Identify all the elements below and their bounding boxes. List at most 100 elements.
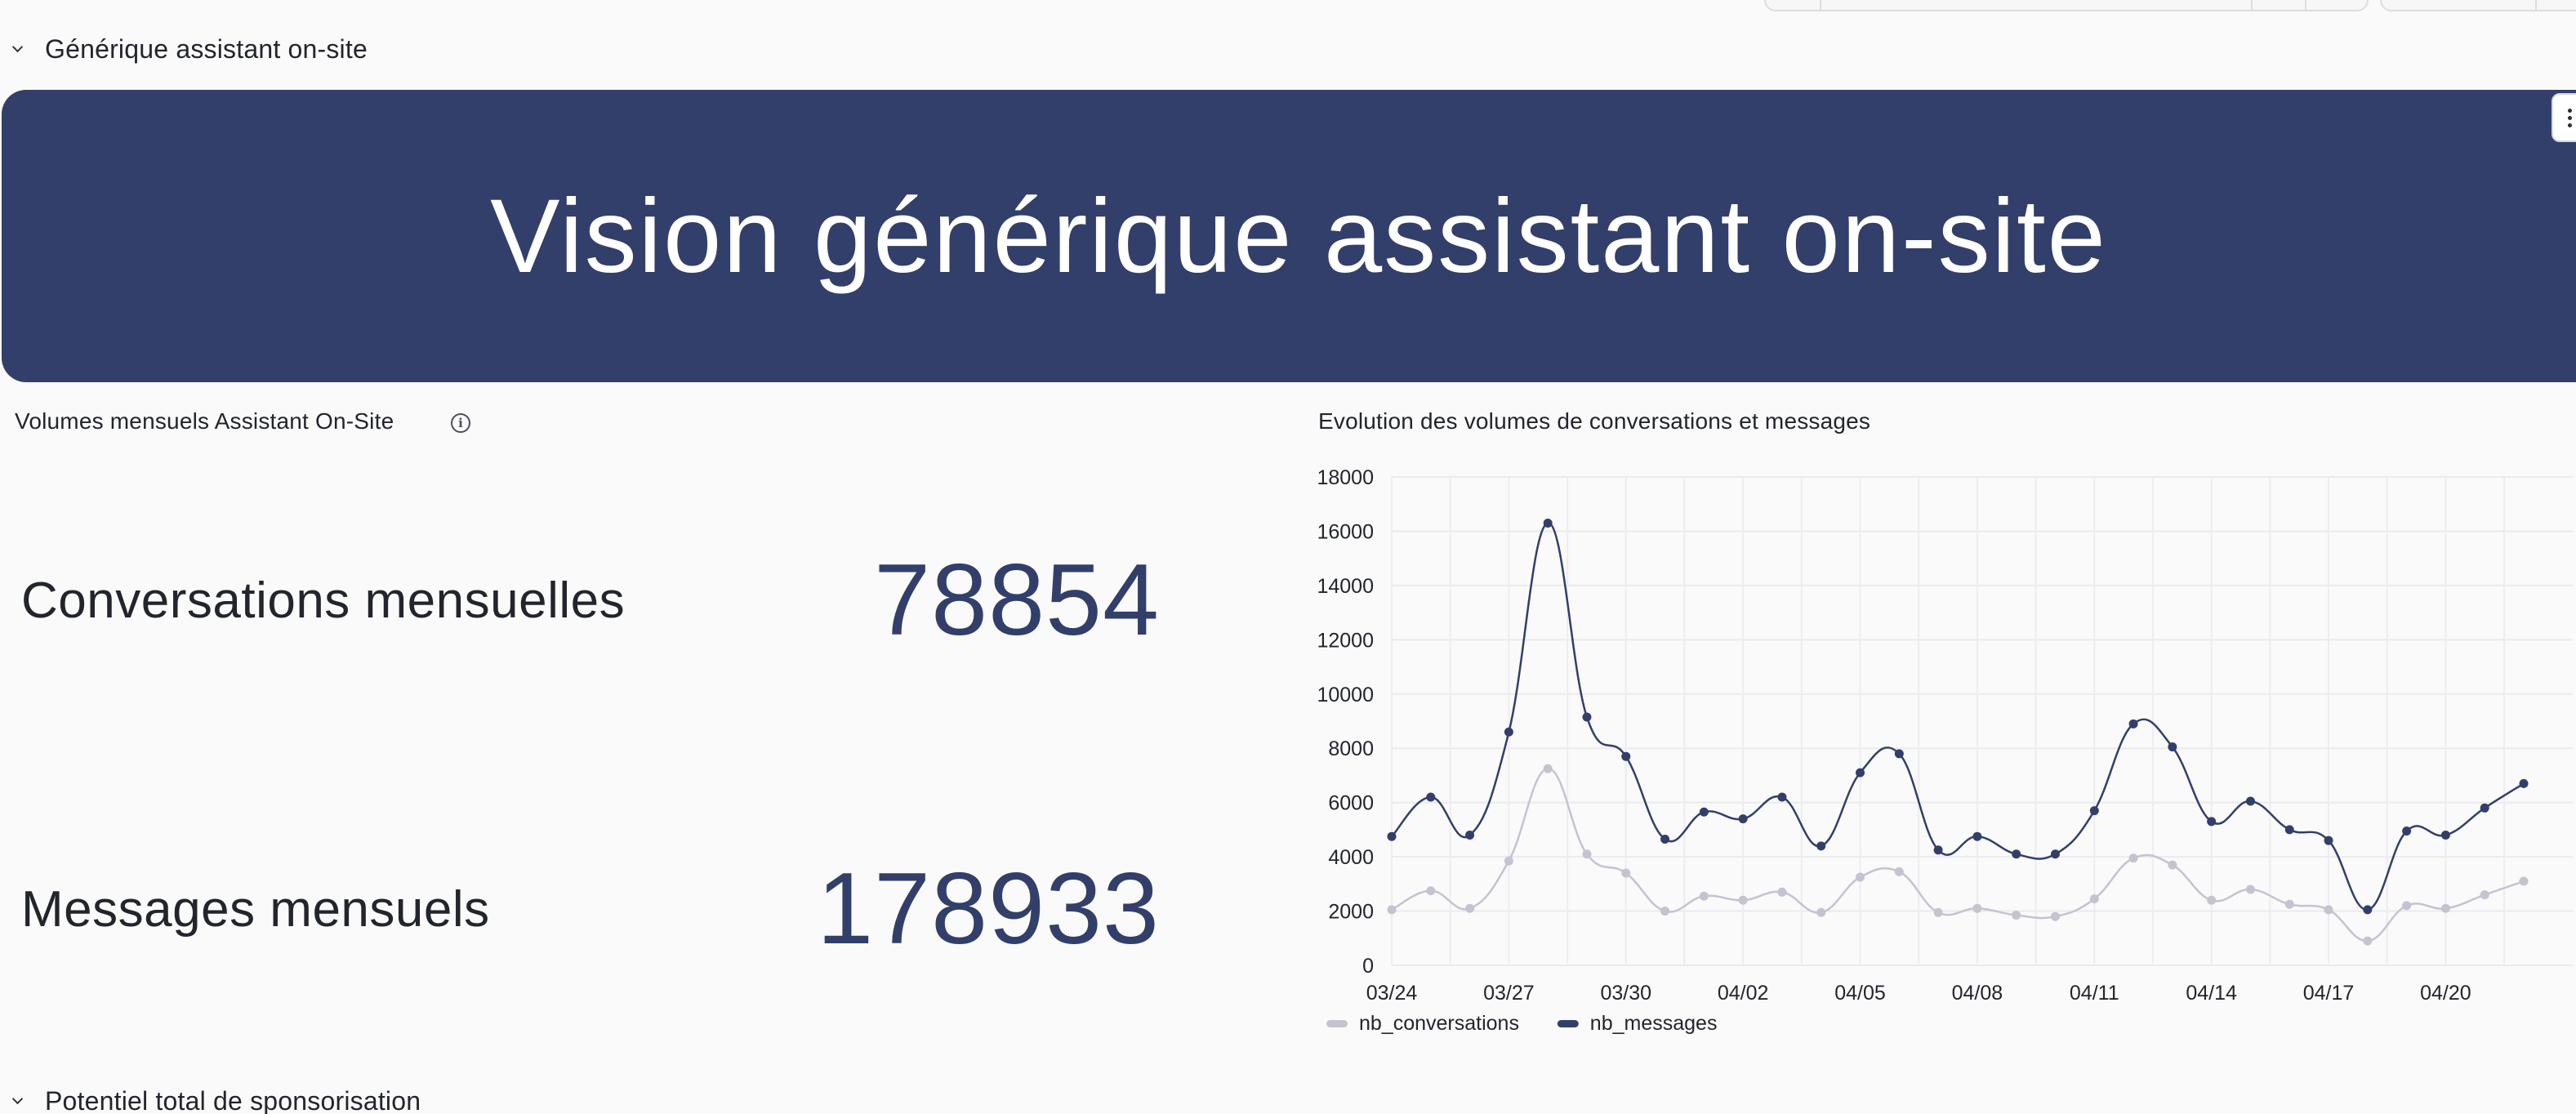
- section-header-generique[interactable]: Générique assistant on-site: [11, 29, 368, 69]
- data-point-nb_conversations[interactable]: [2284, 899, 2294, 909]
- data-point-nb_messages[interactable]: [1660, 835, 1670, 844]
- data-point-nb_messages[interactable]: [1933, 845, 1943, 855]
- y-tick-label: 14000: [1317, 575, 1374, 598]
- data-point-nb_conversations[interactable]: [1894, 867, 1904, 876]
- data-point-nb_conversations[interactable]: [1856, 872, 1865, 882]
- data-point-nb_conversations[interactable]: [1660, 907, 1670, 916]
- series-line-nb_conversations: [1391, 767, 2525, 942]
- data-point-nb_messages[interactable]: [1582, 712, 1592, 722]
- data-point-nb_conversations[interactable]: [2050, 911, 2060, 921]
- data-point-nb_conversations[interactable]: [1933, 907, 1943, 917]
- data-point-nb_conversations[interactable]: [2128, 853, 2138, 863]
- legend-label[interactable]: nb_messages: [1590, 1012, 1718, 1035]
- data-point-nb_messages[interactable]: [2245, 796, 2255, 806]
- top-toolbar-control[interactable]: [1764, 0, 2369, 11]
- top-toolbar-control-2[interactable]: [2380, 0, 2576, 11]
- data-point-nb_conversations[interactable]: [2089, 894, 2099, 904]
- x-tick-label: 04/02: [1718, 982, 1769, 1005]
- data-point-nb_conversations[interactable]: [1777, 887, 1787, 897]
- data-point-nb_messages[interactable]: [2363, 905, 2373, 915]
- data-point-nb_conversations[interactable]: [2012, 911, 2021, 920]
- data-point-nb_messages[interactable]: [1699, 807, 1709, 817]
- y-tick-label: 6000: [1328, 792, 1374, 815]
- data-point-nb_messages[interactable]: [1504, 727, 1513, 737]
- more-options-button[interactable]: [2551, 93, 2576, 142]
- data-point-nb_conversations[interactable]: [1543, 764, 1553, 773]
- x-tick-label: 04/14: [2186, 982, 2237, 1005]
- data-point-nb_messages[interactable]: [2324, 836, 2333, 845]
- data-point-nb_messages[interactable]: [1426, 792, 1436, 802]
- legend-label[interactable]: nb_conversations: [1359, 1012, 1519, 1035]
- info-icon[interactable]: i: [451, 413, 470, 433]
- data-point-nb_messages[interactable]: [1543, 518, 1553, 528]
- line-chart: 0 2000 4000 6000 8000 10000 12000 14000 16000 180…: [1317, 466, 2573, 1035]
- data-point-nb_conversations[interactable]: [1816, 907, 1826, 917]
- data-point-nb_messages[interactable]: [1387, 831, 1397, 841]
- y-tick-label: 18000: [1317, 466, 1374, 489]
- data-point-nb_conversations[interactable]: [1738, 895, 1748, 905]
- x-tick-label: 04/17: [2303, 982, 2355, 1005]
- data-point-nb_messages[interactable]: [2402, 827, 2412, 836]
- chevron-down-icon: [11, 41, 24, 52]
- kpi-value-messages: 178933: [817, 853, 1160, 965]
- data-point-nb_conversations[interactable]: [2402, 901, 2412, 911]
- chart-card-title: Evolution des volumes de conversations e…: [1318, 408, 1871, 434]
- data-point-nb_messages[interactable]: [2128, 719, 2138, 729]
- data-point-nb_messages[interactable]: [2519, 778, 2529, 788]
- x-tick-label: 04/05: [1834, 982, 1886, 1005]
- data-point-nb_conversations[interactable]: [1621, 868, 1631, 878]
- section-header-potentiel[interactable]: Potentiel total de sponsorisation: [11, 1081, 421, 1114]
- kebab-icon: [2567, 108, 2572, 127]
- x-tick-label: 03/30: [1600, 982, 1651, 1005]
- data-point-nb_messages[interactable]: [1465, 831, 1475, 840]
- legend-swatch: [1557, 1020, 1579, 1027]
- data-point-nb_messages[interactable]: [1816, 841, 1826, 851]
- data-point-nb_conversations[interactable]: [2168, 860, 2177, 870]
- data-point-nb_messages[interactable]: [2284, 825, 2294, 835]
- chevron-down-icon: [11, 1093, 24, 1104]
- data-point-nb_messages[interactable]: [2440, 831, 2450, 840]
- data-point-nb_conversations[interactable]: [2324, 905, 2333, 915]
- data-point-nb_conversations[interactable]: [1426, 886, 1436, 896]
- data-point-nb_messages[interactable]: [2012, 849, 2021, 859]
- kpi-label-conversations: Conversations mensuelles: [21, 573, 626, 629]
- data-point-nb_conversations[interactable]: [1972, 903, 1982, 913]
- y-tick-label: 12000: [1317, 629, 1374, 652]
- banner: Vision générique assistant on-site: [2, 90, 2576, 382]
- section-title: Potentiel total de sponsorisation: [45, 1085, 421, 1114]
- y-tick-label: 10000: [1317, 684, 1374, 706]
- data-point-nb_messages[interactable]: [2168, 742, 2177, 752]
- data-point-nb_messages[interactable]: [2207, 817, 2217, 827]
- data-point-nb_conversations[interactable]: [2480, 890, 2489, 900]
- kpi-card-title: Volumes mensuels Assistant On-Site: [15, 408, 394, 434]
- x-tick-label: 03/27: [1483, 982, 1535, 1005]
- data-point-nb_messages[interactable]: [1856, 768, 1865, 778]
- data-point-nb_conversations[interactable]: [2363, 936, 2373, 946]
- data-point-nb_conversations[interactable]: [1504, 856, 1513, 866]
- data-point-nb_messages[interactable]: [2050, 849, 2060, 859]
- y-tick-label: 4000: [1328, 846, 1374, 869]
- data-point-nb_conversations[interactable]: [1582, 849, 1592, 859]
- data-point-nb_messages[interactable]: [2089, 806, 2099, 816]
- data-point-nb_conversations[interactable]: [2245, 885, 2255, 894]
- data-point-nb_conversations[interactable]: [2519, 876, 2529, 886]
- data-point-nb_messages[interactable]: [1972, 831, 1982, 841]
- legend-swatch: [1326, 1020, 1348, 1027]
- data-point-nb_conversations[interactable]: [2440, 903, 2450, 913]
- data-point-nb_conversations[interactable]: [1387, 905, 1397, 915]
- data-point-nb_conversations[interactable]: [1699, 891, 1709, 901]
- y-tick-label: 2000: [1328, 901, 1374, 924]
- section-title: Générique assistant on-site: [45, 33, 368, 64]
- x-tick-label: 03/24: [1366, 982, 1418, 1005]
- data-point-nb_conversations[interactable]: [2207, 895, 2217, 905]
- kpi-label-messages: Messages mensuels: [21, 881, 490, 938]
- data-point-nb_messages[interactable]: [2480, 803, 2489, 813]
- y-tick-label: 16000: [1317, 520, 1374, 543]
- data-point-nb_messages[interactable]: [1738, 814, 1748, 824]
- data-point-nb_messages[interactable]: [1894, 749, 1904, 759]
- data-point-nb_conversations[interactable]: [1465, 903, 1475, 913]
- banner-title: Vision générique assistant on-site: [490, 177, 2107, 295]
- data-point-nb_messages[interactable]: [1777, 792, 1787, 802]
- data-point-nb_messages[interactable]: [1621, 751, 1631, 761]
